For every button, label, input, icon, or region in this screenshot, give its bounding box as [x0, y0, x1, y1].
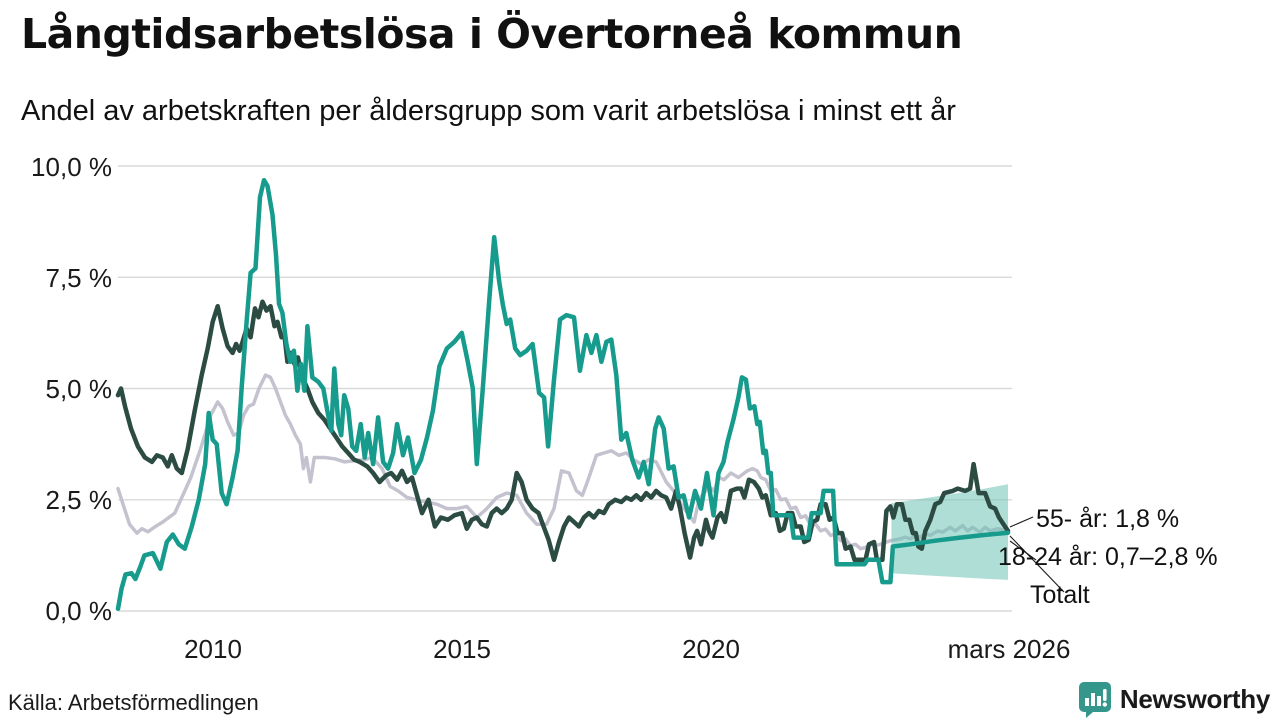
leader-18-24-ar [1009, 540, 1037, 561]
series-totalt-line [116, 373, 1010, 551]
series-55-ar-line [115, 299, 1011, 563]
page-subtitle: Andel av arbetskraften per åldersgrupp s… [21, 95, 956, 127]
page-title: Långtidsarbetslösa i Övertorneå kommun [21, 10, 963, 58]
y-axis-tick-label: 2,5 % [45, 485, 113, 515]
end-label-55-ar: 55- år: 1,8 % [1036, 505, 1180, 533]
source-note: Källa: Arbetsförmedlingen [8, 690, 259, 715]
y-axis-tick-label: 7,5 % [45, 263, 113, 293]
newsworthy-logo: Newsworthy [1076, 680, 1270, 718]
end-label-totalt: Totalt [1030, 581, 1090, 609]
newsworthy-wordmark: Newsworthy [1119, 683, 1270, 714]
leader-totalt [1009, 535, 1065, 593]
x-axis-tick-label: 2015 [433, 634, 491, 664]
y-axis-tick-label: 5,0 % [45, 374, 113, 404]
series-18-24-ar-line [115, 177, 1011, 612]
leader-55-ar [1009, 516, 1034, 528]
end-label-18-24-ar: 18-24 år: 0,7–2,8 % [998, 543, 1218, 571]
y-axis-tick-label: 10,0 % [31, 152, 112, 182]
x-axis-tick-label: 2020 [682, 634, 740, 664]
newsworthy-icon [1078, 682, 1111, 718]
forecast-band-18-24 [891, 484, 1008, 580]
y-axis-tick-label: 0,0 % [45, 596, 113, 626]
x-axis-tick-label: 2010 [184, 634, 242, 664]
x-axis-tick-label: mars 2026 [947, 634, 1071, 664]
